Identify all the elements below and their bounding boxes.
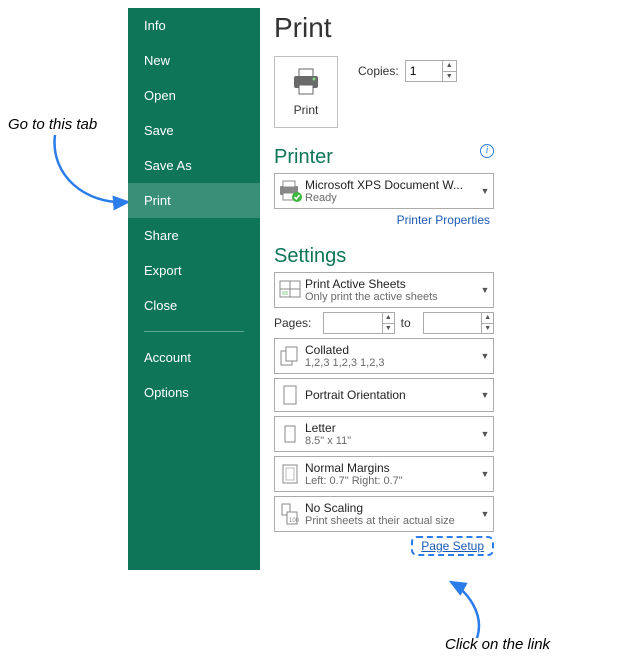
copies-down[interactable]: ▼ (443, 72, 456, 82)
print-what-dropdown[interactable]: Print Active Sheets Only print the activ… (274, 272, 494, 308)
printer-heading: Printer (274, 146, 333, 169)
sidebar-item-saveas[interactable]: Save As (128, 148, 260, 183)
scaling-title: No Scaling (305, 501, 477, 515)
print-what-sub: Only print the active sheets (305, 291, 477, 303)
page-setup-link[interactable]: Page Setup (421, 539, 484, 553)
pages-row: Pages: ▲▼ to ▲▼ (274, 312, 494, 334)
pages-to-spinner[interactable]: ▲▼ (423, 312, 494, 334)
margins-icon (275, 462, 305, 486)
print-panel: Print Print Copies: ▲ ▼ Printer i (268, 8, 498, 556)
sidebar-item-options[interactable]: Options (128, 375, 260, 410)
chevron-down-icon: ▼ (477, 429, 493, 439)
margins-dropdown[interactable]: Normal Margins Left: 0.7" Right: 0.7" ▼ (274, 456, 494, 492)
orientation-dropdown[interactable]: Portrait Orientation ▼ (274, 378, 494, 412)
print-what-title: Print Active Sheets (305, 277, 477, 291)
chevron-down-icon: ▼ (477, 390, 493, 400)
sidebar-item-export[interactable]: Export (128, 253, 260, 288)
chevron-down-icon: ▼ (477, 186, 493, 196)
paper-title: Letter (305, 421, 477, 435)
copies-up[interactable]: ▲ (443, 61, 456, 72)
chevron-down-icon: ▼ (477, 469, 493, 479)
paper-dropdown[interactable]: Letter 8.5" x 11" ▼ (274, 416, 494, 452)
sidebar-item-print[interactable]: Print (128, 183, 260, 218)
collation-title: Collated (305, 343, 477, 357)
info-icon[interactable]: i (480, 144, 494, 158)
sidebar-item-account[interactable]: Account (128, 340, 260, 375)
orientation-title: Portrait Orientation (305, 382, 477, 408)
page-setup-highlight: Page Setup (411, 536, 494, 556)
sidebar-item-new[interactable]: New (128, 43, 260, 78)
pages-from-up[interactable]: ▲ (383, 313, 394, 324)
copies-spinner[interactable]: ▲ ▼ (405, 60, 457, 82)
print-button[interactable]: Print (274, 56, 338, 128)
pages-to-down[interactable]: ▼ (482, 324, 493, 334)
collation-dropdown[interactable]: Collated 1,2,3 1,2,3 1,2,3 ▼ (274, 338, 494, 374)
print-button-label: Print (294, 103, 319, 117)
chevron-down-icon: ▼ (477, 509, 493, 519)
pages-to-input[interactable] (424, 313, 482, 333)
pages-to-label: to (401, 316, 411, 330)
paper-sub: 8.5" x 11" (305, 435, 477, 447)
sidebar-item-info[interactable]: Info (128, 8, 260, 43)
sidebar-item-close[interactable]: Close (128, 288, 260, 323)
printer-name: Microsoft XPS Document W... (305, 178, 477, 192)
scaling-dropdown[interactable]: 100 No Scaling Print sheets at their act… (274, 496, 494, 532)
pages-from-input[interactable] (324, 313, 382, 333)
printer-status: Ready (305, 192, 477, 204)
printer-status-icon (275, 179, 305, 203)
scaling-sub: Print sheets at their actual size (305, 515, 477, 527)
copies-label: Copies: (358, 64, 399, 78)
printer-dropdown[interactable]: Microsoft XPS Document W... Ready ▼ (274, 173, 494, 209)
pages-from-down[interactable]: ▼ (383, 324, 394, 334)
sheets-icon (275, 279, 305, 301)
svg-text:100: 100 (289, 518, 300, 524)
collation-sub: 1,2,3 1,2,3 1,2,3 (305, 357, 477, 369)
chevron-down-icon: ▼ (477, 351, 493, 361)
pages-label: Pages: (274, 316, 311, 330)
margins-sub: Left: 0.7" Right: 0.7" (305, 475, 477, 487)
backstage-sidebar: Info New Open Save Save As Print Share E… (128, 8, 260, 570)
copies-input[interactable] (406, 61, 442, 81)
paper-icon (275, 423, 305, 445)
annotation-arrow-top (40, 130, 140, 220)
page-title: Print (274, 12, 498, 44)
margins-title: Normal Margins (305, 461, 477, 475)
chevron-down-icon: ▼ (477, 285, 493, 295)
annotation-bottom: Click on the link (445, 636, 550, 653)
scaling-icon: 100 (275, 502, 305, 526)
printer-properties-link[interactable]: Printer Properties (268, 213, 490, 227)
sidebar-item-share[interactable]: Share (128, 218, 260, 253)
pages-from-spinner[interactable]: ▲▼ (323, 312, 394, 334)
sidebar-divider (144, 331, 244, 332)
sidebar-item-save[interactable]: Save (128, 113, 260, 148)
printer-icon (290, 67, 322, 97)
portrait-icon (275, 384, 305, 406)
collated-icon (275, 345, 305, 367)
settings-heading: Settings (274, 245, 498, 268)
pages-to-up[interactable]: ▲ (482, 313, 493, 324)
sidebar-item-open[interactable]: Open (128, 78, 260, 113)
